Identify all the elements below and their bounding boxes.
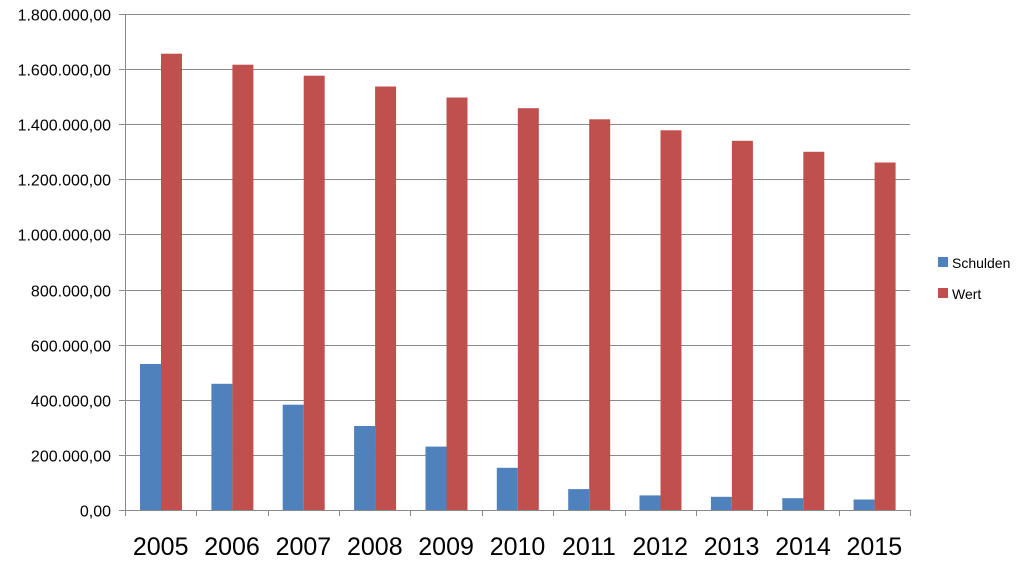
y-tick-label: 200.000,00 [31,449,111,466]
bar-schulden-2008 [354,426,376,510]
legend-swatch-wert [938,288,948,298]
bar-schulden-2010 [496,467,518,510]
bar-wert-2007 [303,75,325,510]
y-tick-label: 1.600.000,00 [18,63,112,80]
y-tick-label: 600.000,00 [31,339,111,356]
bar-schulden-2009 [425,446,447,510]
x-tick-label: 2005 [133,533,189,561]
y-axis-tick-labels: 0,00 200.000,00 400.000,00 600.000,00 800.00… [18,8,112,521]
y-tick-label: 800.000,00 [31,284,111,301]
bar-wert-2015 [874,162,896,510]
legend: Schulden Wert [938,255,1010,302]
y-tick-label: 1.800.000,00 [18,8,112,25]
x-axis [125,510,911,516]
x-tick-label: 2009 [418,533,474,561]
bar-schulden-2007 [282,404,304,510]
bar-wert-2006 [232,64,254,510]
x-axis-tick-labels: 2005 2006 2007 2008 2009 2010 2011 2012 2013 2014… [133,533,902,561]
bar-wert-2012 [660,130,682,511]
y-tick-label: 1.000.000,00 [18,228,112,245]
bars [140,53,896,511]
bar-wert-2013 [731,140,753,511]
bar-schulden-2012 [639,495,661,510]
x-tick-label: 2015 [846,533,902,561]
x-tick-label: 2012 [632,533,688,561]
bar-schulden-2005 [140,364,161,510]
legend-label-wert: Wert [952,286,981,302]
y-tick-label: 1.400.000,00 [18,118,112,135]
x-tick-label: 2010 [490,533,546,561]
x-tick-label: 2014 [775,533,831,561]
bar-schulden-2006 [211,383,233,510]
x-tick-label: 2007 [276,533,332,561]
y-tick-label: 0,00 [80,504,111,521]
x-tick-label: 2011 [562,533,616,561]
bar-wert-2008 [375,86,397,510]
bar-schulden-2014 [782,498,804,510]
bar-wert-2009 [446,97,468,510]
bar-schulden-2015 [853,499,875,510]
bar-wert-2014 [803,151,825,511]
legend-swatch-schulden [938,257,948,267]
y-tick-label: 400.000,00 [31,394,111,411]
bar-wert-2005 [161,53,182,510]
bar-wert-2010 [517,108,539,510]
bar-schulden-2013 [710,496,732,510]
y-tick-label: 1.200.000,00 [18,173,112,190]
gridlines [119,14,910,511]
x-tick-label: 2013 [704,533,760,561]
legend-label-schulden: Schulden [952,255,1010,271]
x-tick-label: 2006 [204,533,260,561]
x-tick-label: 2008 [347,533,403,561]
bar-wert-2011 [589,119,611,511]
bar-schulden-2011 [568,489,590,510]
